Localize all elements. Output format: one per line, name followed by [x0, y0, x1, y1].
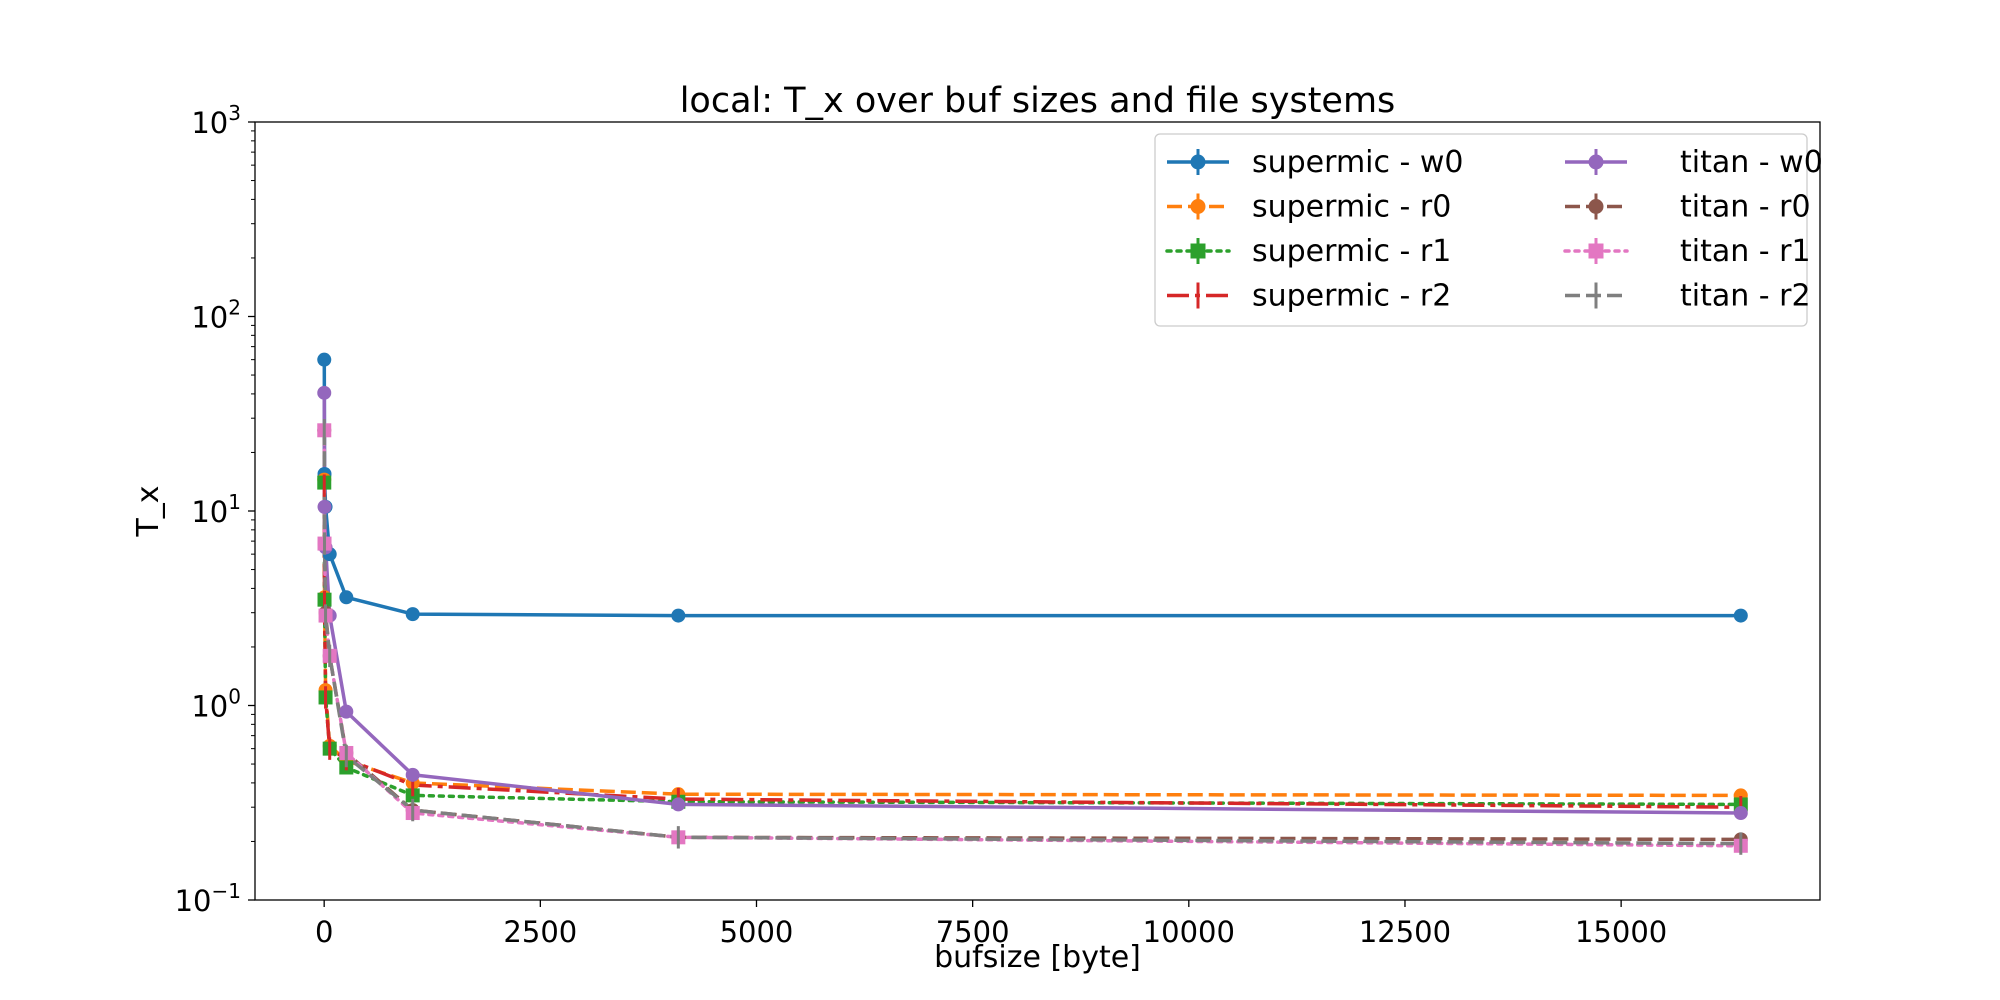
data-point: [317, 352, 332, 367]
x-axis-ticks: 0 2500 5000 7500 10000 12500 15000: [315, 900, 1667, 949]
y-tick-label: 100: [191, 685, 241, 724]
data-point: [405, 607, 420, 622]
legend-label: supermic - w0: [1252, 145, 1464, 180]
series-line-3: [322, 485, 1741, 809]
data-point: [1588, 243, 1604, 259]
series-line-1: [322, 479, 1741, 798]
x-tick-label: 5000: [720, 915, 794, 949]
series-markers-3: [322, 474, 1743, 819]
data-point: [405, 767, 420, 782]
legend-item: titan - w0: [1565, 145, 1823, 180]
legend-item: supermic - r1: [1165, 234, 1451, 269]
x-tick-label: 2500: [503, 915, 577, 949]
x-axis-label: bufsize [byte]: [934, 940, 1141, 975]
y-axis-ticks: 10−1 100 101 102 103: [175, 101, 255, 918]
y-tick-label: 101: [191, 490, 241, 529]
legend-label: titan - w0: [1680, 145, 1823, 180]
series-markers-1: [317, 472, 1748, 803]
chart-title: local: T_x over buf sizes and file syste…: [680, 81, 1396, 121]
legend-label: supermic - r2: [1252, 279, 1451, 314]
series-markers-0: [317, 352, 1748, 623]
legend-label: supermic - r1: [1252, 234, 1451, 269]
data-point: [317, 385, 332, 400]
y-axis-label: T_x: [131, 485, 166, 537]
series-markers-5: [317, 423, 1748, 847]
series-markers-2: [317, 475, 1748, 812]
data-point: [339, 590, 354, 605]
data-point: [339, 704, 354, 719]
data-point: [1190, 243, 1206, 259]
series-line-0: [322, 359, 1741, 618]
legend-label: supermic - r0: [1252, 190, 1451, 225]
data-point: [317, 499, 332, 514]
legend-item: titan - r2: [1565, 279, 1811, 314]
series-line-6: [322, 428, 1743, 848]
legend-item: titan - r0: [1565, 190, 1811, 225]
legend-label: titan - r0: [1680, 190, 1811, 225]
y-tick-label: 102: [191, 296, 241, 335]
y-tick-label: 10−1: [175, 879, 241, 918]
series-markers-4: [317, 385, 1748, 821]
x-tick-label: 15000: [1575, 915, 1667, 949]
data-point: [1588, 199, 1604, 214]
legend-label: titan - r2: [1680, 279, 1811, 314]
legend-item: supermic - r2: [1167, 279, 1451, 314]
x-tick-label: 12500: [1359, 915, 1451, 949]
data-point: [1190, 154, 1206, 170]
legend-label: titan - r1: [1680, 234, 1811, 269]
legend-item: titan - r1: [1563, 234, 1811, 269]
legend-item: supermic - r0: [1167, 190, 1451, 225]
legend-box: [1154, 133, 1808, 327]
series-line-5: [322, 430, 1741, 842]
series-line-7: [322, 430, 1741, 846]
x-tick-label: 7500: [936, 915, 1010, 949]
data-point: [1588, 154, 1604, 170]
data-point: [671, 797, 686, 812]
series-line-2: [322, 480, 1743, 807]
series-markers-layer: [317, 352, 1748, 855]
legend: supermic - w0 supermic - r0 supermic - r1 s…: [1154, 133, 1823, 327]
series-lines-layer: [322, 359, 1743, 848]
data-point: [671, 608, 686, 623]
x-tick-label: 0: [315, 915, 333, 949]
series-line-4: [322, 392, 1741, 815]
data-point: [1190, 199, 1206, 214]
data-point: [1733, 608, 1748, 623]
data-point: [1733, 806, 1748, 821]
legend-item: supermic - w0: [1167, 145, 1464, 180]
x-tick-label: 10000: [1143, 915, 1235, 949]
series-markers-7: [322, 419, 1743, 855]
y-tick-label: 103: [191, 101, 241, 140]
